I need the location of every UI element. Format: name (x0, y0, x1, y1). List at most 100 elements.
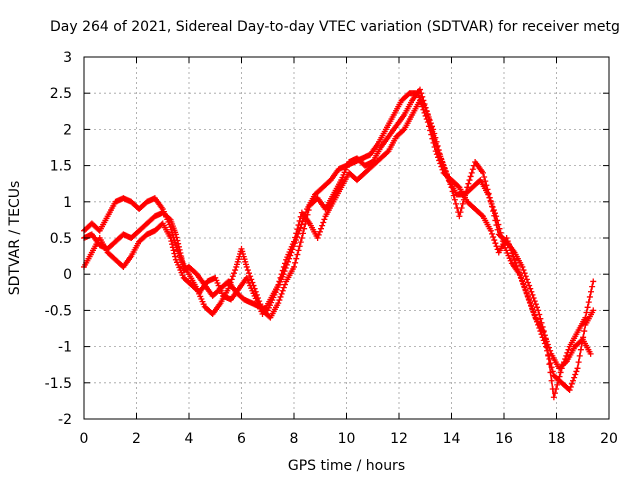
data-point-marker (243, 263, 250, 270)
data-point-marker (513, 262, 520, 269)
data-point-marker (529, 306, 536, 313)
y-tick-label: 1 (63, 195, 72, 211)
data-point-marker (293, 230, 300, 237)
data-point-marker (291, 263, 297, 270)
data-point-marker (518, 275, 525, 282)
data-point-marker (225, 285, 232, 292)
data-point-marker (279, 267, 286, 274)
data-point-marker (519, 263, 526, 270)
data-point-marker (457, 209, 464, 216)
data-point-marker (537, 328, 544, 335)
data-point-marker (231, 270, 237, 277)
data-point-marker (316, 228, 323, 235)
data-point-marker (527, 285, 534, 292)
data-point-marker (487, 198, 494, 205)
data-point-marker (319, 222, 326, 229)
data-point-marker (576, 352, 583, 359)
data-point-marker (590, 278, 597, 285)
data-point-marker (459, 200, 466, 207)
data-point-marker (467, 173, 474, 180)
x-tick-label: 14 (443, 431, 461, 447)
data-point-marker (548, 377, 555, 384)
data-point-marker (521, 270, 528, 277)
data-point-marker (428, 131, 435, 138)
data-point-marker (297, 239, 304, 246)
data-point-marker (420, 106, 427, 113)
data-point-marker (244, 267, 251, 274)
data-point-marker (538, 319, 545, 326)
data-point-marker (170, 247, 177, 254)
data-point-marker (294, 226, 301, 233)
data-point-marker (423, 116, 430, 123)
data-point-marker (505, 241, 512, 248)
data-point-marker (278, 290, 285, 297)
data-point-marker (494, 226, 501, 233)
data-point-marker (526, 282, 533, 289)
data-point-marker (562, 356, 569, 363)
data-point-marker (530, 309, 537, 316)
data-point-marker (545, 351, 552, 358)
data-point-marker (292, 259, 299, 266)
y-tick-label: 3 (63, 50, 72, 66)
data-point-marker (539, 334, 546, 341)
data-point-marker (294, 251, 301, 258)
data-point-marker (548, 364, 555, 371)
axis-ticks: 0 2 4 6 8 10 12 14 16 18 20 -2 -1.5 -1 -0.5 0 0.5 1 1.5 2 2.… (45, 50, 618, 447)
data-point-marker (301, 225, 308, 232)
data-point-marker (490, 233, 497, 240)
data-point-marker (529, 291, 536, 298)
data-point-marker (169, 244, 176, 251)
data-point-marker (526, 297, 533, 304)
data-point-marker (248, 276, 255, 283)
data-point-marker (539, 323, 546, 330)
data-point-marker (511, 256, 518, 263)
data-point-marker (276, 278, 283, 285)
data-point-marker (436, 157, 443, 164)
data-point-marker (486, 194, 493, 201)
data-point-marker (553, 386, 560, 393)
data-point-marker (232, 267, 239, 274)
data-point-marker (520, 281, 527, 288)
data-point-marker (540, 337, 547, 344)
data-point-marker (575, 359, 582, 366)
data-point-marker (527, 300, 534, 307)
data-point-marker (321, 216, 328, 223)
y-tick-label: 0 (63, 267, 72, 283)
data-point-marker (565, 346, 572, 353)
data-point-marker (484, 186, 491, 193)
data-point-marker (282, 260, 288, 267)
data-point-marker (171, 250, 178, 257)
data-point-marker (282, 281, 288, 288)
data-point-marker (429, 135, 436, 142)
data-point-marker (491, 237, 498, 244)
data-point-marker (228, 276, 235, 283)
data-point-marker (571, 374, 578, 381)
data-point-marker (246, 270, 252, 277)
data-point-marker (544, 347, 551, 354)
data-point-marker (528, 303, 535, 310)
x-axis-label: GPS time / hours (288, 458, 405, 474)
y-tick-label: 2.5 (50, 86, 72, 102)
data-point-marker (507, 244, 513, 251)
data-point-marker (318, 225, 324, 232)
data-point-marker (583, 309, 590, 316)
data-point-marker (519, 278, 526, 285)
data-point-marker (226, 282, 233, 289)
data-point-marker (465, 180, 472, 187)
data-point-marker (419, 93, 426, 100)
data-point-marker (276, 297, 283, 304)
x-tick-label: 12 (390, 431, 408, 447)
data-point-marker (534, 304, 540, 311)
data-point-marker (485, 190, 492, 197)
data-point-marker (504, 238, 511, 245)
data-point-marker (557, 369, 564, 376)
data-point-marker (315, 231, 322, 238)
data-point-marker (295, 222, 302, 229)
data-point-marker (531, 312, 538, 319)
data-point-marker (384, 149, 391, 156)
chart-title: Day 264 of 2021, Sidereal Day-to-day VTE… (50, 19, 620, 35)
data-point-marker (277, 293, 284, 300)
data-point-marker (561, 359, 567, 366)
data-point-marker (430, 139, 437, 146)
data-point-marker (431, 143, 438, 150)
